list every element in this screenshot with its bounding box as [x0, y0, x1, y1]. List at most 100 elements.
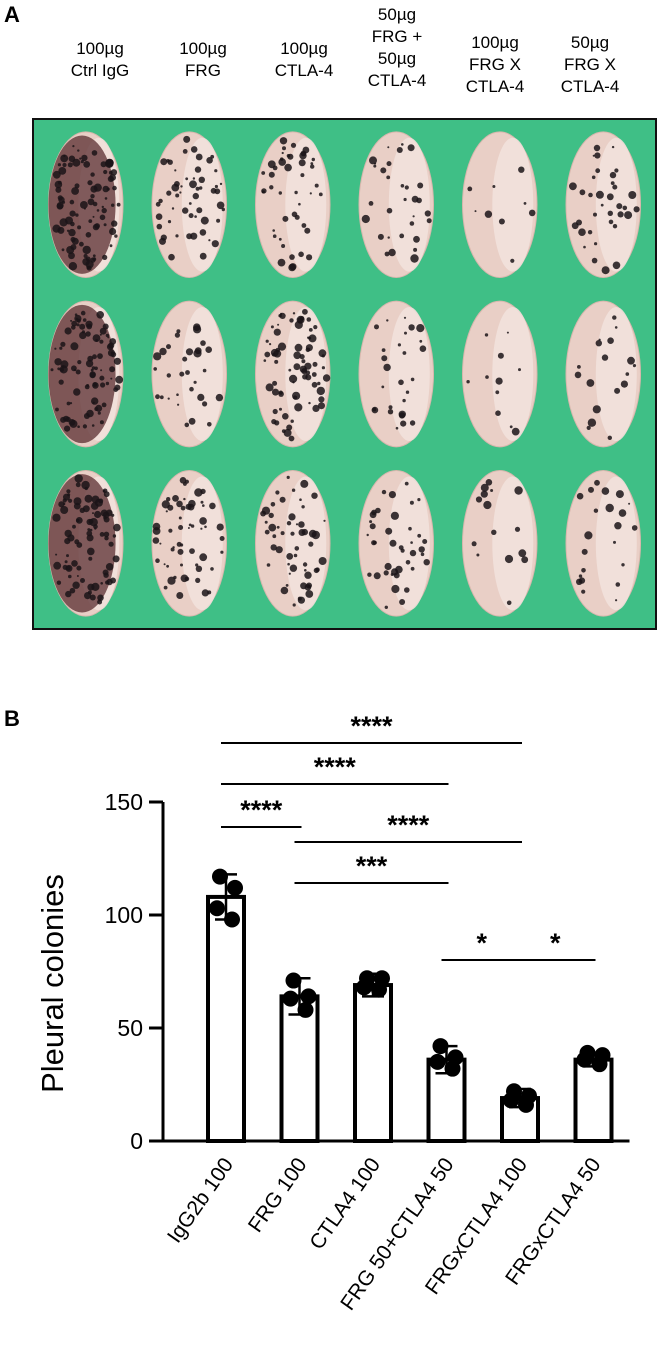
metastasis-spot	[87, 528, 91, 532]
metastasis-spot	[592, 154, 595, 157]
metastasis-spot	[67, 493, 71, 497]
metastasis-spot	[102, 489, 106, 493]
metastasis-spot	[426, 218, 432, 224]
metastasis-spot	[211, 240, 219, 248]
metastasis-spot	[103, 531, 110, 538]
metastasis-spot	[174, 181, 180, 187]
metastasis-spot	[188, 213, 194, 219]
metastasis-spot	[210, 567, 214, 571]
metastasis-spot	[423, 559, 430, 566]
metastasis-spot	[85, 260, 94, 269]
metastasis-spot	[279, 137, 288, 145]
lung-lobe-highlight	[492, 307, 534, 441]
metastasis-spot	[68, 252, 75, 260]
lung-lobe-highlight	[595, 137, 637, 272]
metastasis-spot	[388, 248, 396, 257]
column-label-frg-plus-ctla4: 50µg FRG + 50µg CTLA-4	[347, 4, 447, 92]
metastasis-spot	[286, 521, 292, 526]
column-label-line: 100µg	[179, 39, 227, 58]
lung-lobe-highlight	[595, 307, 637, 441]
significance-label: ****	[240, 795, 283, 825]
metastasis-spot	[87, 198, 95, 206]
metastasis-spot	[107, 349, 116, 357]
column-label-ctla4: 100µg CTLA-4	[254, 38, 354, 82]
metastasis-spot	[179, 371, 185, 377]
metastasis-spot	[70, 236, 76, 243]
metastasis-spot	[289, 564, 298, 572]
metastasis-spot	[109, 174, 116, 181]
metastasis-spot	[605, 503, 614, 513]
metastasis-spot	[105, 563, 114, 571]
metastasis-spot	[474, 210, 477, 213]
metastasis-spot	[111, 203, 115, 207]
x-tick-label: FRG 100	[244, 1154, 312, 1237]
metastasis-spot	[102, 254, 108, 260]
metastasis-spot	[301, 505, 305, 509]
metastasis-spot	[579, 189, 586, 196]
metastasis-spot	[265, 339, 269, 343]
metastasis-spot	[282, 146, 286, 151]
metastasis-spot	[266, 563, 271, 567]
metastasis-spot	[304, 362, 312, 370]
metastasis-spot	[73, 497, 82, 506]
metastasis-spot	[71, 187, 79, 195]
metastasis-spot	[52, 170, 61, 179]
metastasis-spot	[308, 401, 311, 405]
column-label-line: 100µg	[471, 33, 519, 52]
metastasis-spot	[300, 150, 307, 157]
metastasis-spot	[75, 517, 83, 524]
metastasis-spot	[528, 209, 536, 217]
metastasis-spot	[260, 510, 266, 517]
metastasis-spot	[263, 359, 267, 362]
metastasis-spot	[413, 247, 418, 252]
metastasis-spot	[632, 364, 637, 368]
metastasis-spot	[76, 565, 82, 571]
metastasis-spot	[74, 314, 82, 323]
metastasis-spot	[202, 504, 205, 507]
metastasis-spot	[94, 366, 98, 371]
metastasis-spot	[272, 534, 277, 539]
metastasis-spot	[614, 387, 621, 394]
column-label-frg-x-ctla4-100: 100µg FRG X CTLA-4	[445, 32, 545, 98]
significance-label: ****	[387, 810, 430, 840]
metastasis-spot	[105, 580, 110, 585]
metastasis-spot	[64, 425, 71, 432]
metastasis-spot	[171, 207, 175, 210]
column-label-line: CTLA-4	[560, 77, 620, 96]
metastasis-spot	[93, 524, 98, 529]
metastasis-spot	[403, 197, 407, 202]
data-point	[224, 911, 240, 928]
metastasis-spot	[92, 334, 101, 342]
metastasis-spot	[116, 202, 121, 207]
metastasis-spot	[416, 324, 425, 333]
metastasis-spot	[57, 163, 61, 167]
metastasis-spot	[290, 142, 297, 148]
metastasis-spot	[97, 353, 103, 359]
metastasis-spot	[92, 512, 94, 515]
column-label-line: 50µg	[377, 49, 417, 68]
metastasis-spot	[184, 576, 190, 582]
metastasis-spot	[64, 327, 72, 335]
metastasis-spot	[175, 234, 179, 238]
metastasis-spot	[277, 258, 286, 267]
bar-5	[573, 1057, 614, 1144]
metastasis-spot	[75, 369, 81, 375]
metastasis-spot	[68, 228, 76, 237]
metastasis-spot	[80, 160, 84, 164]
metastasis-spot	[610, 181, 615, 185]
metastasis-spot	[386, 161, 392, 167]
metastasis-spot	[72, 524, 76, 529]
metastasis-spot	[372, 540, 377, 545]
metastasis-spot	[103, 491, 110, 498]
metastasis-spot	[177, 548, 184, 555]
metastasis-spot	[384, 562, 392, 571]
metastasis-spot	[206, 157, 213, 164]
metastasis-spot	[110, 377, 113, 380]
metastasis-spot	[409, 549, 417, 557]
metastasis-spot	[308, 334, 317, 343]
metastasis-spot	[576, 219, 582, 226]
metastasis-spot	[386, 319, 389, 322]
metastasis-spot	[290, 531, 295, 536]
metastasis-spot	[401, 143, 404, 146]
metastasis-spot	[152, 537, 160, 544]
